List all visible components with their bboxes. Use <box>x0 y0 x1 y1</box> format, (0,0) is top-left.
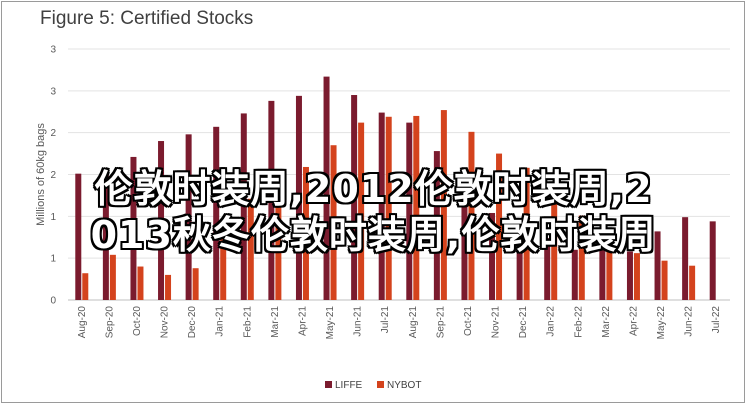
bar-nybot-oct-21 <box>468 131 475 300</box>
x-tick-label: Dec-21 <box>518 306 529 339</box>
bar-liffe-may-22 <box>654 231 661 300</box>
y-tick-label: 2 <box>50 128 56 139</box>
bar-liffe-oct-21 <box>461 191 468 300</box>
x-tick-label: Jan-21 <box>215 306 226 337</box>
y-axis-label: Millions of 60kg bags <box>35 123 47 226</box>
gridlines <box>68 48 730 301</box>
bar-nybot-may-22 <box>661 260 668 300</box>
bar-liffe-mar-21 <box>268 100 275 300</box>
legend: LIFFE NYBOT <box>325 380 421 391</box>
bar-liffe-may-21 <box>323 76 330 300</box>
x-tick-label: Nov-21 <box>491 306 502 339</box>
bar-nybot-feb-22 <box>578 215 585 300</box>
bar-liffe-apr-21 <box>295 95 302 300</box>
bar-liffe-dec-21 <box>516 234 523 300</box>
bar-liffe-oct-20 <box>130 156 137 300</box>
x-axis-ticks: Aug-20 Sep-20 Oct-20 Nov-20 Dec-20 Jan-21 Feb-… <box>77 306 722 340</box>
y-axis-ticks: 0 1 1 2 2 3 3 <box>50 45 56 307</box>
x-tick-label: May-21 <box>325 306 336 340</box>
x-tick-label: Jan-22 <box>546 306 557 337</box>
bar-liffe-sep-21 <box>433 151 440 300</box>
bar-nybot-jan-21 <box>220 233 227 300</box>
x-tick-label: Oct-20 <box>132 306 143 336</box>
x-tick-label: Jun-22 <box>684 306 695 337</box>
y-tick-label: 3 <box>50 86 56 97</box>
bar-nybot-jan-22 <box>551 187 558 300</box>
x-tick-label: Feb-21 <box>242 306 253 338</box>
x-tick-label: Apr-22 <box>628 306 639 336</box>
legend-swatch-liffe <box>325 381 332 388</box>
bar-nybot-mar-22 <box>606 231 613 300</box>
x-tick-label: Sep-21 <box>435 306 446 339</box>
bar-nybot-may-21 <box>330 145 337 300</box>
x-tick-label: Mar-21 <box>270 306 281 338</box>
x-tick-label: Apr-21 <box>297 306 308 336</box>
y-tick-label: 0 <box>50 296 56 307</box>
chart-title: Figure 5: Certified Stocks <box>40 8 254 29</box>
bar-liffe-jun-22 <box>682 217 689 300</box>
x-tick-label: Jun-21 <box>353 306 364 337</box>
bar-liffe-jun-21 <box>351 95 358 301</box>
x-tick-label: Jul-22 <box>711 306 722 334</box>
y-tick-label: 1 <box>50 212 56 223</box>
legend-label-liffe: LIFFE <box>335 380 363 391</box>
bar-nybot-sep-20 <box>109 254 116 300</box>
bar-nybot-feb-21 <box>247 198 254 300</box>
bar-liffe-mar-22 <box>599 244 606 300</box>
x-tick-label: Feb-22 <box>573 306 584 338</box>
x-tick-label: Nov-20 <box>160 306 171 339</box>
bar-liffe-aug-20 <box>75 173 82 300</box>
bar-liffe-nov-20 <box>158 141 165 300</box>
bar-liffe-sep-20 <box>102 173 109 300</box>
bar-nybot-aug-21 <box>413 115 420 300</box>
x-tick-label: May-22 <box>656 306 667 340</box>
bar-liffe-nov-21 <box>489 212 496 300</box>
x-tick-label: Mar-22 <box>601 306 612 338</box>
x-tick-label: Aug-21 <box>408 306 419 339</box>
x-tick-label: Oct-21 <box>463 306 474 336</box>
bar-nybot-apr-21 <box>302 166 309 300</box>
x-tick-label: Sep-20 <box>104 306 115 339</box>
bar-nybot-jun-21 <box>358 122 365 300</box>
x-tick-label: Dec-20 <box>187 306 198 339</box>
bar-liffe-jul-21 <box>378 112 385 300</box>
bar-nybot-dec-20 <box>192 268 199 300</box>
bar-nybot-sep-21 <box>440 110 447 301</box>
bar-liffe-feb-21 <box>240 113 247 300</box>
bar-nybot-oct-20 <box>137 266 144 300</box>
bar-nybot-aug-20 <box>82 273 89 300</box>
x-tick-label: Jul-21 <box>380 306 391 334</box>
bar-liffe-dec-20 <box>185 134 192 300</box>
bar-liffe-apr-22 <box>626 251 633 300</box>
bar-liffe-aug-21 <box>406 122 413 300</box>
bar-liffe-jul-22 <box>709 221 716 300</box>
bar-liffe-jan-22 <box>544 238 551 300</box>
y-tick-label: 2 <box>50 170 56 181</box>
bar-nybot-mar-21 <box>275 185 282 300</box>
y-tick-label: 3 <box>50 45 56 56</box>
bar-nybot-jul-21 <box>385 116 392 301</box>
bar-liffe-feb-22 <box>571 249 578 300</box>
bar-nybot-nov-21 <box>496 153 503 300</box>
legend-swatch-nybot <box>377 381 384 388</box>
legend-label-nybot: NYBOT <box>387 380 421 391</box>
x-tick-label: Aug-20 <box>77 306 88 339</box>
bar-liffe-jan-21 <box>213 126 220 300</box>
bar-nybot-apr-22 <box>633 253 640 300</box>
bar-nybot-dec-21 <box>523 167 530 300</box>
bars <box>75 76 716 301</box>
bar-nybot-jun-22 <box>689 265 696 300</box>
bar-nybot-nov-20 <box>165 274 172 300</box>
y-tick-label: 1 <box>50 254 56 265</box>
